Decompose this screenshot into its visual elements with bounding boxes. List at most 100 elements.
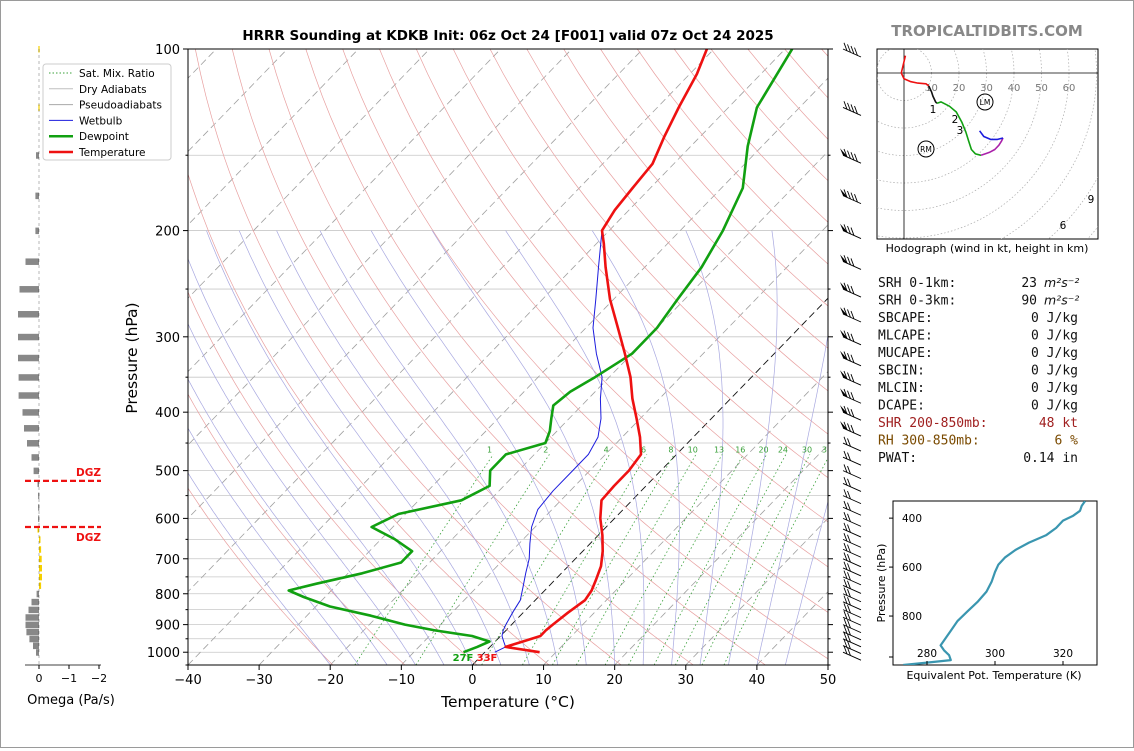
wind-barb-shaft — [842, 456, 862, 466]
wind-barb-shaft — [842, 154, 862, 164]
wind-barb-feather — [850, 152, 855, 161]
theta-e-line — [903, 501, 1087, 665]
wind-barb-shaft — [842, 470, 862, 480]
dry-adiabat-line — [305, 49, 828, 660]
hodograph-ring-label: 20 — [953, 83, 966, 94]
wind-barb-feather — [847, 190, 851, 200]
dry-adiabat-line — [600, 49, 828, 307]
wind-barb — [842, 542, 862, 558]
hodograph-title: Hodograph (wind in kt, height in km) — [886, 242, 1089, 255]
legend-entry: Temperature — [78, 147, 146, 159]
x-tick-label: 50 — [820, 673, 837, 688]
wind-barb-feather — [843, 639, 848, 648]
omega-bar — [38, 46, 40, 53]
wind-barb-feather — [843, 421, 848, 431]
wind-barb — [842, 533, 862, 548]
omega-tick-label: −1 — [61, 672, 77, 685]
wind-barb-feather — [850, 424, 855, 434]
wind-barb-feather — [843, 477, 848, 486]
mixing-ratio-label: 30 — [802, 445, 812, 454]
wind-barb-feather — [850, 374, 855, 383]
theta-e-ylabel: Pressure (hPa) — [875, 544, 888, 623]
parameters-table: SRH 0-1km: 23 m²s⁻² SRH 0-3km: 90 m²s⁻² SBCAPE… — [878, 275, 1079, 466]
storm-motion-marker — [976, 93, 994, 111]
parameter-value: 48 kt — [1039, 416, 1078, 431]
wind-barb-shaft — [842, 616, 862, 626]
mixing-ratio-label: 16 — [735, 445, 745, 454]
wind-barb — [842, 500, 862, 516]
wind-barb — [840, 282, 862, 298]
wind-barb-shaft — [842, 506, 862, 516]
wind-barb — [840, 370, 862, 386]
isotherm-line — [1, 49, 3, 665]
omega-bar — [18, 374, 39, 381]
omega-bar — [31, 598, 39, 606]
storm-motion-marker — [917, 140, 935, 158]
wind-barb-feather — [850, 409, 855, 418]
hodograph-ring-label: 50 — [1035, 83, 1048, 94]
hodograph-height-label: 6 — [1060, 220, 1067, 232]
wind-barb-feather — [847, 309, 851, 318]
wind-barb-feather — [843, 552, 848, 561]
pseudoadiabat-line — [319, 230, 559, 665]
wind-barb-shaft — [842, 601, 862, 611]
y-tick-label: 400 — [155, 406, 180, 421]
hodograph: 10 20 30 40 50 60 1 23 9 6 LM RM Hodograph (wind in… — [876, 48, 1099, 255]
isotherm-line — [258, 77, 828, 665]
wind-barb — [842, 477, 862, 492]
chart-title: HRRR Sounding at KDKB Init: 06z Oct 24 [… — [242, 28, 773, 44]
omega-bar — [39, 564, 42, 572]
wind-barb — [840, 254, 862, 270]
dgz-label: DGZ — [76, 532, 101, 544]
x-tick-label: −10 — [388, 673, 415, 688]
wind-barb-feather — [850, 227, 855, 236]
wind-barb — [842, 610, 862, 626]
wind-barb — [842, 450, 862, 466]
wind-barb-shaft — [842, 538, 862, 548]
pseudoadiabat-line — [206, 230, 473, 665]
omega-bar — [35, 192, 39, 200]
wind-barb-feather — [847, 353, 851, 362]
omega-bar — [24, 425, 39, 432]
omega-bar — [18, 333, 39, 341]
theta-e-axes: 280 300 320 400 600 800 — [889, 513, 1073, 665]
parameter-label: SBCIN: — [878, 364, 925, 379]
wind-barb — [840, 405, 862, 421]
dry-adiabat-line — [415, 49, 828, 523]
temperature-line — [504, 49, 709, 654]
wind-barb-feather — [847, 284, 851, 293]
theta-x-tick-label: 280 — [917, 648, 937, 660]
dry-adiabat-line — [188, 487, 334, 665]
wind-barbs — [840, 42, 862, 661]
wind-barb-feather — [847, 619, 851, 629]
omega-tick-label: −2 — [91, 672, 107, 685]
y-tick-label: 500 — [155, 465, 180, 480]
dry-adiabat-line — [194, 49, 622, 665]
wind-barb-feather — [843, 388, 848, 398]
wind-barb-feather — [847, 524, 851, 533]
dry-adiabat-line — [188, 291, 478, 665]
omega-bar — [36, 649, 39, 656]
wind-barb-feather — [843, 42, 848, 51]
wind-barb-feather — [847, 572, 851, 581]
parameter-unit: m²s⁻² — [1044, 293, 1079, 308]
omega-bar — [39, 536, 41, 543]
mixing-ratio-line — [522, 454, 648, 665]
y-tick-label: 700 — [155, 553, 180, 568]
theta-y-tick-label: 400 — [902, 513, 922, 525]
wind-barb-feather — [843, 645, 848, 655]
wind-barb-feather — [847, 612, 851, 621]
wind-barb — [840, 388, 862, 404]
wind-barb-shaft — [842, 411, 862, 421]
omega-bar — [31, 454, 39, 461]
wind-barb — [840, 148, 862, 164]
wind-barb — [842, 625, 862, 641]
legend-entry: Sat. Mix. Ratio — [79, 68, 155, 80]
omega-bar — [18, 392, 39, 399]
skewt-background-lines: 1 2 4 6 8 10 13 16 20 24 30 36 — [1, 49, 828, 665]
hodograph-height-label: 9 — [1088, 194, 1095, 206]
wind-barb — [842, 512, 862, 527]
parameter-label: RH 300-850mb: — [878, 434, 980, 449]
wind-barb-feather — [847, 332, 851, 341]
